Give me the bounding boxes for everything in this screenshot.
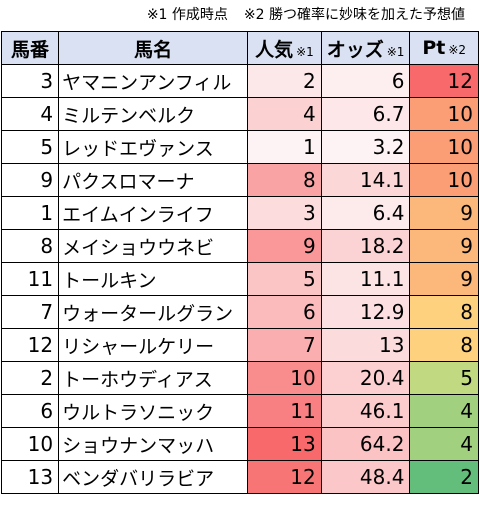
popularity-cell: 7 bbox=[247, 328, 322, 362]
header-horse-name: 馬名 bbox=[58, 31, 249, 65]
horse-name-cell: メイショウウネビ bbox=[58, 229, 249, 263]
table-row: 6 ウルトラソニック 11 46.1 4 bbox=[0, 394, 479, 428]
points-cell: 5 bbox=[409, 361, 479, 395]
popularity-cell: 11 bbox=[247, 394, 322, 428]
popularity-cell: 10 bbox=[247, 361, 322, 395]
points-cell: 10 bbox=[409, 97, 479, 131]
horse-prediction-table: 馬番 馬名 人気 ※1 オッズ ※1 Pt ※2 3 ヤマニンアンフィル 2 6 12 4 ミルテ… bbox=[0, 31, 479, 494]
points-cell: 4 bbox=[409, 427, 479, 461]
odds-cell: 11.1 bbox=[320, 262, 411, 296]
points-cell: 10 bbox=[409, 130, 479, 164]
table-row: 1 エイムインライフ 3 6.4 9 bbox=[0, 196, 479, 230]
table-row: 13 ベンダバリラビア 12 48.4 2 bbox=[0, 460, 479, 494]
points-cell: 9 bbox=[409, 196, 479, 230]
horse-number-cell: 2 bbox=[0, 361, 60, 395]
footnote-2: ※2 勝つ確率に妙味を加えた予想値 bbox=[243, 7, 465, 23]
table-row: 10 ショウナンマッハ 13 64.2 4 bbox=[0, 427, 479, 461]
odds-cell: 18.2 bbox=[320, 229, 411, 263]
table-row: 11 トールキン 5 11.1 9 bbox=[0, 262, 479, 296]
table-row: 3 ヤマニンアンフィル 2 6 12 bbox=[0, 64, 479, 98]
horse-name-cell: パクスロマーナ bbox=[58, 163, 249, 197]
popularity-cell: 12 bbox=[247, 460, 322, 494]
horse-number-cell: 12 bbox=[0, 328, 60, 362]
horse-number-cell: 1 bbox=[0, 196, 60, 230]
horse-name-cell: ヤマニンアンフィル bbox=[58, 64, 249, 98]
header-points: Pt ※2 bbox=[409, 31, 479, 65]
horse-name-cell: ショウナンマッハ bbox=[58, 427, 249, 461]
points-cell: 4 bbox=[409, 394, 479, 428]
popularity-cell: 6 bbox=[247, 295, 322, 329]
horse-number-cell: 4 bbox=[0, 97, 60, 131]
horse-name-cell: トールキン bbox=[58, 262, 249, 296]
horse-name-cell: ベンダバリラビア bbox=[58, 460, 249, 494]
popularity-cell: 2 bbox=[247, 64, 322, 98]
horse-number-cell: 9 bbox=[0, 163, 60, 197]
horse-number-cell: 6 bbox=[0, 394, 60, 428]
points-cell: 8 bbox=[409, 328, 479, 362]
horse-number-cell: 11 bbox=[0, 262, 60, 296]
points-cell: 9 bbox=[409, 229, 479, 263]
points-cell: 10 bbox=[409, 163, 479, 197]
table-row: 8 メイショウウネビ 9 18.2 9 bbox=[0, 229, 479, 263]
header-popularity: 人気 ※1 bbox=[247, 31, 322, 65]
odds-cell: 12.9 bbox=[320, 295, 411, 329]
horse-name-cell: ミルテンベルク bbox=[58, 97, 249, 131]
odds-cell: 48.4 bbox=[320, 460, 411, 494]
odds-cell: 13 bbox=[320, 328, 411, 362]
odds-cell: 3.2 bbox=[320, 130, 411, 164]
horse-name-cell: リシャールケリー bbox=[58, 328, 249, 362]
footnote-header: ※1 作成時点 ※2 勝つ確率に妙味を加えた予想値 bbox=[0, 0, 479, 31]
horse-number-cell: 8 bbox=[0, 229, 60, 263]
odds-cell: 64.2 bbox=[320, 427, 411, 461]
popularity-cell: 8 bbox=[247, 163, 322, 197]
points-cell: 2 bbox=[409, 460, 479, 494]
points-cell: 8 bbox=[409, 295, 479, 329]
odds-cell: 20.4 bbox=[320, 361, 411, 395]
popularity-cell: 3 bbox=[247, 196, 322, 230]
table-row: 5 レッドエヴァンス 1 3.2 10 bbox=[0, 130, 479, 164]
footnote-1: ※1 作成時点 bbox=[146, 7, 228, 23]
horse-number-cell: 5 bbox=[0, 130, 60, 164]
horse-name-cell: トーホウディアス bbox=[58, 361, 249, 395]
horse-name-cell: ウォータールグラン bbox=[58, 295, 249, 329]
table-row: 2 トーホウディアス 10 20.4 5 bbox=[0, 361, 479, 395]
header-odds: オッズ ※1 bbox=[320, 31, 411, 65]
horse-number-cell: 7 bbox=[0, 295, 60, 329]
popularity-cell: 9 bbox=[247, 229, 322, 263]
odds-cell: 6.7 bbox=[320, 97, 411, 131]
horse-number-cell: 3 bbox=[0, 64, 60, 98]
horse-name-cell: エイムインライフ bbox=[58, 196, 249, 230]
table-row: 9 パクスロマーナ 8 14.1 10 bbox=[0, 163, 479, 197]
table-row: 7 ウォータールグラン 6 12.9 8 bbox=[0, 295, 479, 329]
horse-number-cell: 10 bbox=[0, 427, 60, 461]
table-row: 12 リシャールケリー 7 13 8 bbox=[0, 328, 479, 362]
odds-cell: 6.4 bbox=[320, 196, 411, 230]
points-cell: 12 bbox=[409, 64, 479, 98]
horse-name-cell: ウルトラソニック bbox=[58, 394, 249, 428]
table-row: 4 ミルテンベルク 4 6.7 10 bbox=[0, 97, 479, 131]
table-header-row: 馬番 馬名 人気 ※1 オッズ ※1 Pt ※2 bbox=[0, 31, 479, 65]
points-cell: 9 bbox=[409, 262, 479, 296]
horse-name-cell: レッドエヴァンス bbox=[58, 130, 249, 164]
popularity-cell: 1 bbox=[247, 130, 322, 164]
popularity-cell: 13 bbox=[247, 427, 322, 461]
horse-number-cell: 13 bbox=[0, 460, 60, 494]
popularity-cell: 4 bbox=[247, 97, 322, 131]
odds-cell: 6 bbox=[320, 64, 411, 98]
popularity-cell: 5 bbox=[247, 262, 322, 296]
odds-cell: 46.1 bbox=[320, 394, 411, 428]
header-horse-number: 馬番 bbox=[0, 31, 60, 65]
odds-cell: 14.1 bbox=[320, 163, 411, 197]
